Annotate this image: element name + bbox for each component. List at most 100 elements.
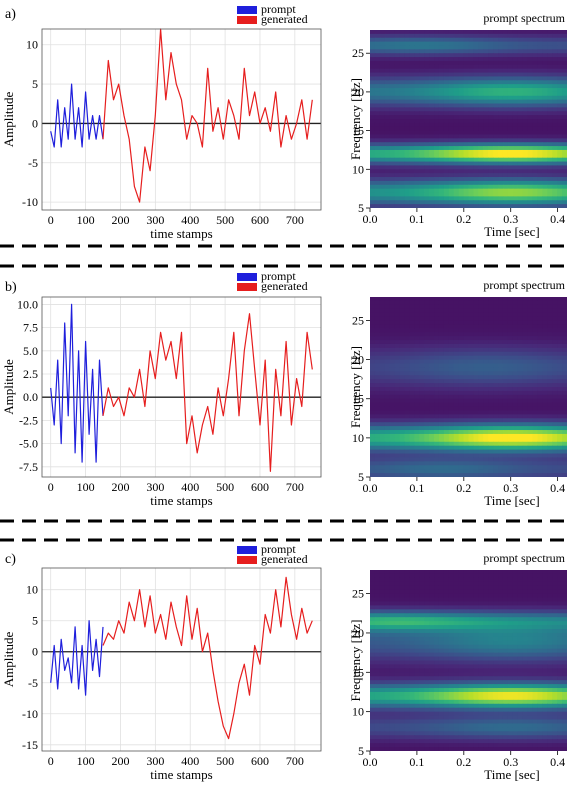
heatmap-cell [389, 134, 396, 139]
heatmap-cell [468, 99, 475, 105]
heatmap-cell [370, 453, 376, 459]
heatmap-cell [419, 660, 425, 666]
heatmap-cell [473, 300, 479, 306]
heatmap-cell [562, 149, 567, 155]
heatmap-cell [473, 593, 479, 599]
heatmap-cell [502, 593, 509, 599]
heatmap-cell [512, 308, 519, 314]
heatmap-cell [370, 84, 376, 89]
heatmap-cell [517, 422, 524, 427]
heatmap-cell [424, 53, 430, 58]
heatmap-cell [527, 375, 534, 380]
heatmap-cell [488, 422, 494, 427]
heatmap-cell [458, 72, 465, 78]
heatmap-cell [517, 300, 524, 306]
heatmap-cell [562, 336, 567, 341]
heatmap-cell [502, 80, 509, 85]
heatmap-cell [374, 430, 381, 435]
heatmap-cell [453, 80, 460, 85]
heatmap-cell [453, 398, 460, 404]
heatmap-cell [429, 153, 435, 159]
heatmap-cell [507, 37, 514, 43]
heatmap-cell [409, 72, 415, 78]
heatmap-cell [532, 76, 539, 81]
heatmap-cell [458, 632, 465, 638]
heatmap-cell [399, 41, 406, 47]
heatmap-cell [448, 375, 455, 380]
heatmap-cell [507, 469, 514, 474]
heatmap-cell [429, 379, 435, 384]
heatmap-cell [379, 640, 386, 646]
heatmap-cell [458, 68, 465, 74]
heatmap-cell [404, 45, 410, 50]
heatmap-cell [419, 188, 425, 194]
heatmap-cell [473, 585, 479, 591]
heatmap-cell [419, 461, 425, 466]
heatmap-cell [537, 80, 543, 85]
heatmap-cell [522, 107, 529, 112]
heatmap-cell [429, 457, 435, 462]
heatmap-cell [507, 422, 514, 427]
heatmap-cell [448, 91, 455, 97]
heatmap-cell [374, 134, 381, 139]
heatmap-cell [404, 324, 410, 329]
heatmap-cell [448, 157, 455, 163]
heatmap-cell [473, 312, 479, 318]
heatmap-cell [370, 142, 376, 147]
heatmap-cell [458, 76, 465, 81]
heatmap-cell [370, 196, 376, 201]
heatmap-cell [488, 157, 494, 163]
heatmap-cell [409, 122, 415, 128]
heatmap-cell [478, 445, 484, 451]
heatmap-cell [453, 343, 460, 349]
heatmap-cell [399, 95, 406, 101]
heatmap-cell [473, 49, 479, 54]
heatmap-cell [552, 383, 558, 388]
heatmap-cell [429, 161, 435, 167]
heatmap-cell [502, 142, 509, 147]
heatmap-cell [552, 394, 558, 400]
heatmap-cell [399, 72, 406, 78]
heatmap-cell [424, 328, 430, 333]
heatmap-cell [478, 664, 484, 669]
heatmap-cell [384, 37, 391, 43]
heatmap-cell [527, 45, 534, 50]
heatmap-cell [502, 465, 509, 470]
heatmap-cell [404, 453, 410, 459]
heatmap-cell [517, 577, 524, 583]
heatmap-cell [488, 146, 494, 151]
heatmap-cell [424, 367, 430, 372]
heatmap-cell [532, 316, 539, 322]
heatmap-cell [424, 99, 430, 105]
heatmap-cell [448, 122, 455, 128]
heatmap-cell [463, 300, 470, 306]
heatmap-cell [424, 371, 430, 376]
heatmap-cell [527, 398, 534, 404]
heatmap-cell [493, 605, 499, 610]
heatmap-cell [374, 445, 381, 451]
heatmap-cell [512, 601, 519, 607]
heatmap-cell [488, 196, 494, 201]
heatmap-cell [409, 652, 415, 658]
heatmap-cell [389, 308, 396, 314]
heatmap-cell [424, 184, 430, 190]
heatmap-cell [419, 648, 425, 654]
heatmap-cell [384, 363, 391, 369]
heatmap-cell [532, 320, 539, 325]
heatmap-cell [379, 308, 386, 314]
heatmap-cell [552, 142, 558, 147]
heatmap-cell [379, 138, 386, 143]
heatmap-cell [547, 445, 553, 451]
heatmap-cell [399, 648, 406, 654]
heatmap-cell [424, 95, 430, 101]
heatmap-cell [448, 188, 455, 194]
x-tick-label: 200 [111, 480, 129, 494]
heatmap-cell [458, 103, 465, 108]
heatmap-cell [562, 33, 567, 39]
heatmap-cell [547, 422, 553, 427]
heatmap-cell [498, 426, 504, 431]
heatmap-cell [522, 103, 529, 108]
heatmap-cell [532, 437, 539, 443]
heatmap-cell [557, 297, 563, 302]
heatmap-cell [542, 130, 548, 136]
